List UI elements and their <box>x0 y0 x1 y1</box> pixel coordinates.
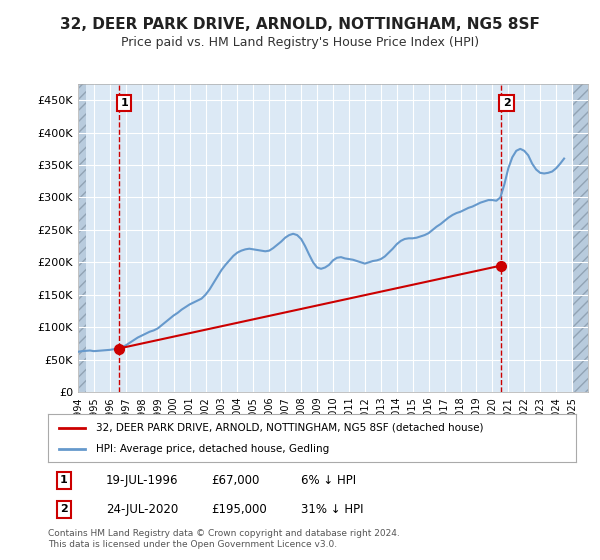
Text: £67,000: £67,000 <box>212 474 260 487</box>
Text: 1: 1 <box>120 98 128 108</box>
Text: 24-JUL-2020: 24-JUL-2020 <box>106 503 178 516</box>
Text: Contains HM Land Registry data © Crown copyright and database right 2024.
This d: Contains HM Land Registry data © Crown c… <box>48 529 400 549</box>
Bar <box>572 84 588 392</box>
Text: 32, DEER PARK DRIVE, ARNOLD, NOTTINGHAM, NG5 8SF: 32, DEER PARK DRIVE, ARNOLD, NOTTINGHAM,… <box>60 17 540 32</box>
Bar <box>78 84 86 392</box>
Text: 2: 2 <box>60 505 68 515</box>
Text: 1: 1 <box>60 475 68 486</box>
Text: Price paid vs. HM Land Registry's House Price Index (HPI): Price paid vs. HM Land Registry's House … <box>121 36 479 49</box>
Text: 6% ↓ HPI: 6% ↓ HPI <box>301 474 356 487</box>
Text: 32, DEER PARK DRIVE, ARNOLD, NOTTINGHAM, NG5 8SF (detached house): 32, DEER PARK DRIVE, ARNOLD, NOTTINGHAM,… <box>95 423 483 433</box>
Text: 2: 2 <box>503 98 511 108</box>
Text: 19-JUL-1996: 19-JUL-1996 <box>106 474 179 487</box>
Text: HPI: Average price, detached house, Gedling: HPI: Average price, detached house, Gedl… <box>95 444 329 454</box>
Text: £195,000: £195,000 <box>212 503 268 516</box>
Text: 31% ↓ HPI: 31% ↓ HPI <box>301 503 364 516</box>
